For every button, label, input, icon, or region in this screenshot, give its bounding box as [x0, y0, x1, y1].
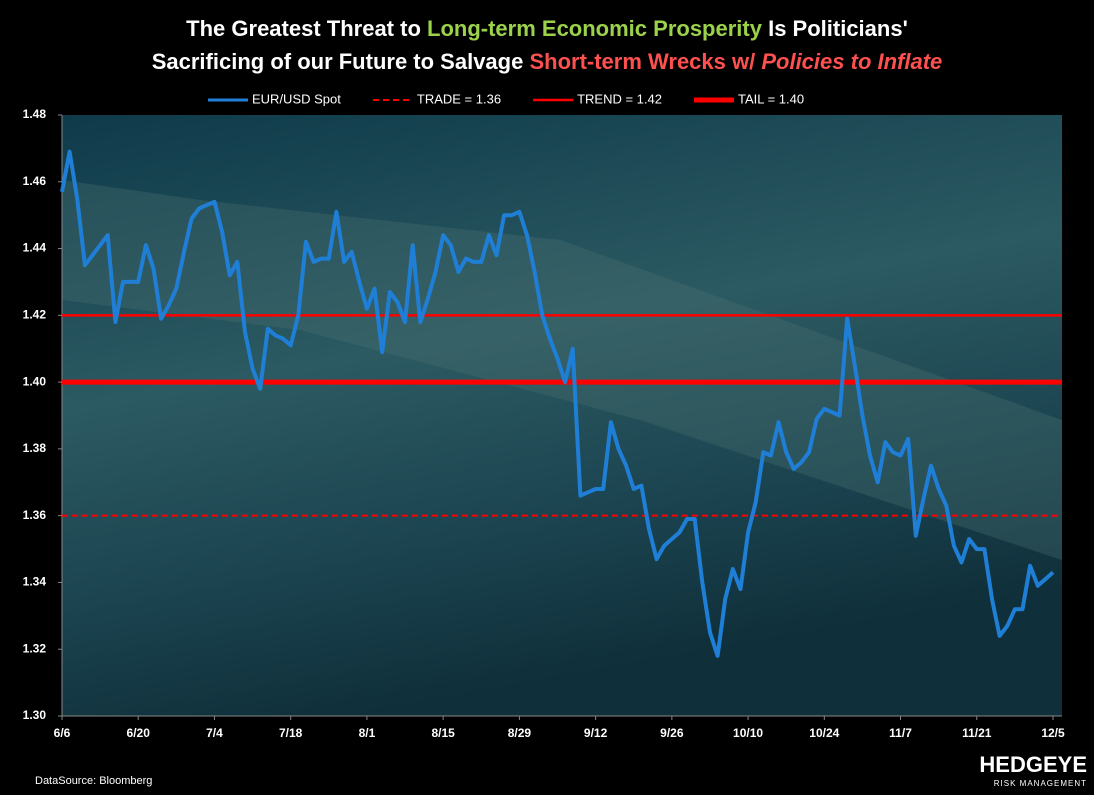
data-line [60, 149, 1055, 658]
x-tick-label: 11/21 [962, 726, 992, 740]
plot-area [62, 115, 1062, 716]
x-tick-label: 9/26 [660, 726, 684, 740]
legend-label: TRADE = 1.36 [417, 91, 501, 106]
title-part: Is Politicians' [762, 16, 908, 41]
y-tick-label: 1.44 [23, 241, 47, 255]
y-tick-label: 1.48 [23, 107, 47, 121]
title-part: Sacrificing of our Future to Salvage [152, 49, 530, 74]
title-part: The Greatest Threat to [186, 16, 427, 41]
x-tick-label: 7/4 [206, 726, 223, 740]
x-tick-label: 8/15 [431, 726, 455, 740]
y-tick-label: 1.46 [23, 174, 47, 188]
y-tick-label: 1.40 [23, 374, 47, 388]
y-tick-label: 1.30 [23, 708, 47, 722]
y-tick-label: 1.38 [23, 441, 47, 455]
x-tick-label: 8/29 [508, 726, 532, 740]
chart-title: The Greatest Threat to Long-term Economi… [186, 16, 908, 41]
title-part: Long-term Economic Prosperity [427, 16, 763, 41]
y-tick-label: 1.34 [23, 575, 47, 589]
x-tick-label: 10/24 [809, 726, 839, 740]
x-tick-label: 6/20 [127, 726, 151, 740]
y-tick-label: 1.32 [23, 641, 47, 655]
y-tick-label: 1.42 [23, 308, 47, 322]
x-tick-label: 6/6 [54, 726, 71, 740]
x-tick-label: 10/10 [733, 726, 763, 740]
x-tick-label: 11/7 [889, 726, 912, 740]
logo: HEDGEYE [979, 752, 1087, 777]
legend-label: TAIL = 1.40 [738, 91, 804, 106]
x-tick-label: 9/12 [584, 726, 608, 740]
legend-label: EUR/USD Spot [252, 91, 341, 106]
source-note: DataSource: Bloomberg [35, 775, 152, 787]
x-tick-label: 7/18 [279, 726, 303, 740]
legend-label: TREND = 1.42 [577, 91, 662, 106]
title-part: Short-term Wrecks w/ [529, 49, 761, 74]
y-tick-label: 1.36 [23, 508, 47, 522]
chart-title: Sacrificing of our Future to Salvage Sho… [152, 49, 943, 74]
logo-subtitle: RISK MANAGEMENT [994, 779, 1087, 788]
title-part: Policies to Inflate [761, 49, 942, 74]
x-tick-label: 8/1 [359, 726, 376, 740]
x-tick-label: 12/5 [1041, 726, 1065, 740]
